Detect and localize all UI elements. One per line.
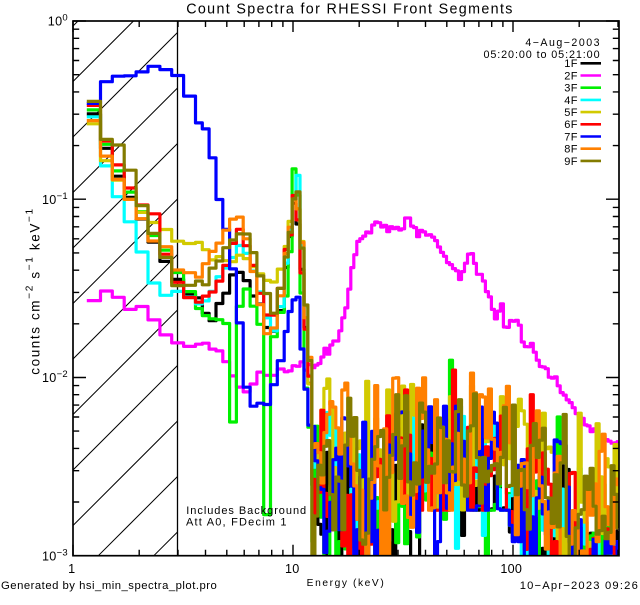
svg-text:10: 10 [285, 562, 300, 576]
svg-text:7F: 7F [564, 131, 578, 143]
svg-text:5F: 5F [564, 107, 578, 119]
svg-text:4F: 4F [564, 95, 578, 107]
svg-text:1F: 1F [564, 58, 578, 70]
svg-text:Energy (keV): Energy (keV) [307, 578, 386, 589]
svg-text:Includes Background: Includes Background [186, 505, 307, 517]
svg-text:8F: 8F [564, 144, 578, 156]
svg-text:Generated by hsi_min_spectra_p: Generated by hsi_min_spectra_plot.pro [1, 580, 217, 592]
svg-text:05:20:00 to 05:21:00: 05:20:00 to 05:21:00 [483, 49, 600, 61]
svg-text:Count Spectra for RHESSI Front: Count Spectra for RHESSI Front Segments [186, 1, 514, 17]
svg-text:1: 1 [68, 562, 75, 576]
svg-text:9F: 9F [564, 156, 578, 168]
svg-text:2F: 2F [564, 70, 578, 82]
svg-text:10−Apr−2023 09:26: 10−Apr−2023 09:26 [520, 580, 639, 592]
svg-text:100: 100 [500, 562, 522, 576]
svg-text:3F: 3F [564, 83, 578, 95]
svg-text:6F: 6F [564, 119, 578, 131]
svg-text:Att A0, FDecim 1: Att A0, FDecim 1 [186, 516, 288, 528]
svg-text:4−Aug−2003: 4−Aug−2003 [525, 37, 601, 49]
svg-text:counts cm−2 s−1 keV−1: counts cm−2 s−1 keV−1 [25, 207, 43, 375]
